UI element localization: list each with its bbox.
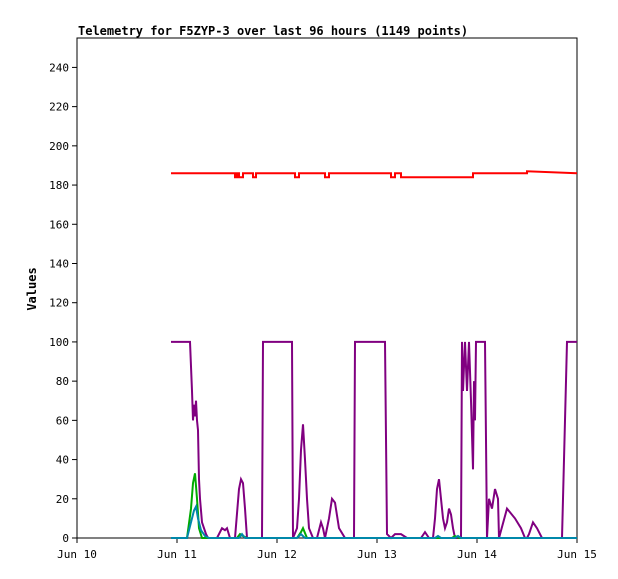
y-tick-label: 20 — [56, 493, 69, 506]
plot-frame — [76, 37, 578, 539]
series-group — [171, 170, 578, 540]
x-axis: Jun 10 Jun 11 Jun 12 Jun 13 Jun 14 Jun 15 — [57, 538, 597, 561]
y-tick-label: 100 — [49, 336, 69, 349]
y-tick-label: 180 — [49, 179, 69, 192]
series-line-3 — [171, 473, 577, 539]
y-tick-label: 40 — [56, 454, 69, 467]
y-tick-label: 220 — [49, 101, 69, 114]
y-tick-label: 120 — [49, 297, 69, 310]
y-tick-label: 200 — [49, 140, 69, 153]
y-tick-label: 160 — [49, 218, 69, 231]
series-line-4 — [171, 503, 577, 539]
y-tick-label: 60 — [56, 414, 69, 427]
y-tick-label: 140 — [49, 257, 69, 270]
x-tick-label: Jun 10 — [57, 548, 97, 561]
x-tick-label: Jun 14 — [457, 548, 497, 561]
series-line-1 — [171, 170, 578, 179]
x-tick-label: Jun 15 — [557, 548, 597, 561]
y-axis-label: Values — [25, 267, 39, 310]
x-tick-label: Jun 11 — [157, 548, 197, 561]
y-axis: 0 20 40 60 80 100 120 140 160 180 200 220 240 — [49, 61, 77, 545]
y-tick-label: 240 — [49, 61, 69, 74]
y-tick-label: 0 — [62, 532, 69, 545]
y-tick-label: 80 — [56, 375, 69, 388]
x-tick-label: Jun 13 — [357, 548, 397, 561]
x-tick-label: Jun 12 — [257, 548, 297, 561]
chart-title: Telemetry for F5ZYP-3 over last 96 hours… — [78, 24, 468, 38]
series-line-2 — [171, 340, 577, 540]
